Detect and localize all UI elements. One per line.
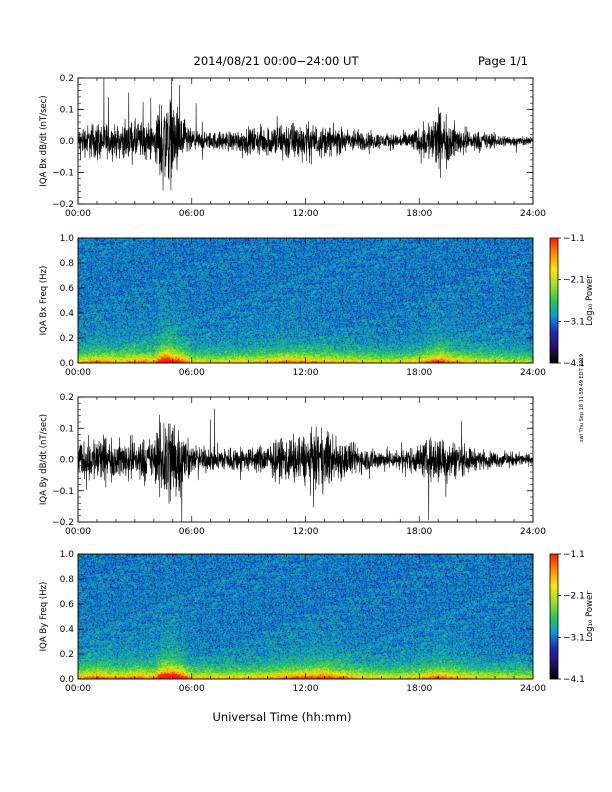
x-tick-label: 18:00 <box>406 368 432 378</box>
y-tick-label: 1.0 <box>60 550 75 560</box>
y-axis-label: IQA By dB/dt (nT/sec) <box>39 414 49 505</box>
x-tick-label: 00:00 <box>65 527 91 537</box>
x-tick-label: 24:00 <box>520 684 546 694</box>
x-tick-label: 24:00 <box>520 527 546 537</box>
y-tick-label: 0.2 <box>60 393 74 403</box>
colorbar-tick-label: −4.1 <box>563 359 585 369</box>
x-tick-label: 00:00 <box>65 209 91 219</box>
x-tick-label: 12:00 <box>293 527 319 537</box>
panels: 0.20.10.0−0.1−0.200:00 06:00 12:00 18:00 24:… <box>39 74 595 694</box>
side-timestamp: swl Thu Sep 18 11:59:49 EDT 2019 <box>579 354 585 442</box>
y-tick-label: 0.8 <box>60 575 75 585</box>
y-tick-label: 0.0 <box>60 675 75 685</box>
colorbar-gradient <box>550 554 558 679</box>
colorbar-gradient <box>550 238 558 363</box>
colorbar-tick-label: −2.1 <box>563 592 585 602</box>
x-tick-label: 06:00 <box>179 527 205 537</box>
y-tick-label: 0.6 <box>60 284 75 294</box>
x-tick-label: 06:00 <box>179 684 205 694</box>
x-tick-label: 18:00 <box>406 527 432 537</box>
y-tick-label: −0.1 <box>52 487 74 497</box>
y-axis-label: IQA By Freq (Hz) <box>39 582 49 652</box>
x-tick-label: 24:00 <box>520 368 546 378</box>
panel-4: −1.1 −2.1 −3.1 −4.1 Log₁₀ Power 1.0 0.8 0.6 0.4 0… <box>39 550 595 694</box>
page-indicator: Page 1/1 <box>478 54 528 68</box>
panel-2: −1.1 −2.1 −3.1 −4.1 Log₁₀ Power 1.0 0.8 0.6 0.4 0… <box>39 234 595 378</box>
colorbar-tick-label: −3.1 <box>563 633 585 643</box>
y-tick-label: −0.2 <box>52 200 74 210</box>
colorbar-frame <box>549 553 559 680</box>
y-axis-label: IQA Bx Freq (Hz) <box>39 266 49 336</box>
x-tick-label: 00:00 <box>65 368 91 378</box>
y-tick-label: 0.2 <box>60 334 74 344</box>
x-tick-label: 12:00 <box>293 684 319 694</box>
y-tick-label: 0.0 <box>60 456 75 466</box>
colorbar-frame <box>549 237 559 364</box>
panel-3: 0.2 0.1 0.0 −0.1 −0.200:00 06:00 12:00 18:00 24:… <box>39 393 546 537</box>
x-tick-label: 00:00 <box>65 684 91 694</box>
colorbar-tick-label: −2.1 <box>563 276 585 286</box>
y-tick-label: 0.0 <box>60 137 75 147</box>
x-tick-label: 12:00 <box>293 368 319 378</box>
y-tick-label: 0.1 <box>60 106 74 116</box>
y-tick-label: 0.1 <box>60 424 74 434</box>
x-tick-label: 06:00 <box>179 368 205 378</box>
colorbar-tick-label: −1.1 <box>563 550 585 560</box>
spectrogram-image <box>78 554 533 679</box>
y-tick-label: 0.6 <box>60 600 75 610</box>
y-tick-label: −0.1 <box>52 169 74 179</box>
figure-title: 2014/08/21 00:00−24:00 UT <box>194 54 360 68</box>
x-tick-label: 18:00 <box>406 684 432 694</box>
x-tick-label: 24:00 <box>520 209 546 219</box>
y-tick-label: 0.2 <box>60 650 74 660</box>
waveform-series <box>77 77 534 191</box>
y-tick-label: 0.4 <box>60 625 75 635</box>
x-tick-label: 06:00 <box>179 209 205 219</box>
y-tick-label: 0.2 <box>60 74 74 84</box>
x-axis-title: Universal Time (hh:mm) <box>212 710 351 724</box>
spectrogram-image <box>78 238 533 363</box>
y-tick-label: 0.0 <box>60 359 75 369</box>
colorbar-tick-label: −4.1 <box>563 675 585 685</box>
y-axis-label: IQA Bx dB/dt (nT/sec) <box>39 95 49 186</box>
colorbar-tick-label: −3.1 <box>563 317 585 327</box>
y-tick-label: −0.2 <box>52 518 74 528</box>
x-tick-label: 12:00 <box>293 209 319 219</box>
y-tick-label: 0.4 <box>60 309 75 319</box>
y-tick-label: 1.0 <box>60 234 75 244</box>
colorbar-tick-label: −1.1 <box>563 234 585 244</box>
y-tick-label: 0.8 <box>60 259 75 269</box>
x-tick-label: 18:00 <box>406 209 432 219</box>
waveform-series <box>77 408 534 523</box>
panel-1: 0.2 0.1 0.0 −0.1 −0.200:00 06:00 12:00 18:00 24:… <box>39 74 546 219</box>
colorbar-label: Log₁₀ Power <box>585 591 595 642</box>
colorbar-label: Log₁₀ Power <box>585 275 595 326</box>
